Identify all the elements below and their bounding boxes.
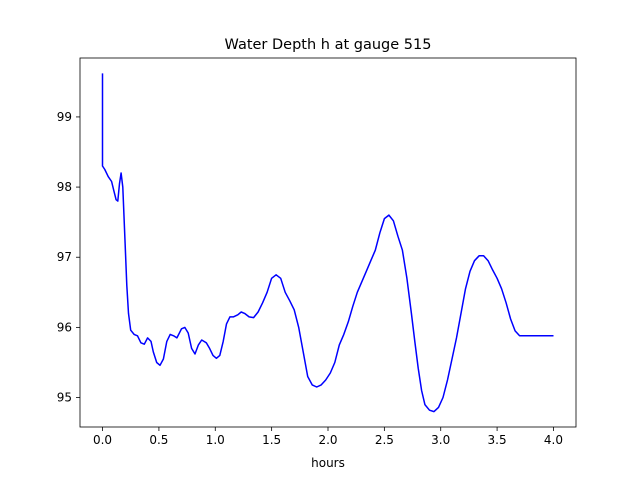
y-tick-label: 99: [57, 110, 72, 124]
x-tick-label: 3.5: [488, 433, 507, 447]
y-axis-ticks: 95 96 97 98 99: [57, 110, 80, 405]
x-axis-ticks: 0.0 0.5 1.0 1.5 2.0 2.5 3.0 3.5 4.0: [93, 427, 563, 447]
x-tick-label: 2.0: [318, 433, 337, 447]
x-tick-label: 0.5: [149, 433, 168, 447]
x-tick-label: 3.0: [431, 433, 450, 447]
y-tick-label: 97: [57, 250, 72, 264]
x-tick-label: 4.0: [544, 433, 563, 447]
y-tick-label: 95: [57, 391, 72, 405]
x-axis-label: hours: [311, 456, 345, 470]
chart-title: Water Depth h at gauge 515: [225, 37, 432, 53]
series-line-water-depth: [101, 73, 554, 413]
x-tick-label: 1.0: [206, 433, 225, 447]
x-tick-label: 2.5: [375, 433, 394, 447]
x-tick-label: 1.5: [262, 433, 281, 447]
x-tick-label: 0.0: [93, 433, 112, 447]
y-tick-label: 98: [57, 180, 72, 194]
y-tick-label: 96: [57, 320, 72, 334]
